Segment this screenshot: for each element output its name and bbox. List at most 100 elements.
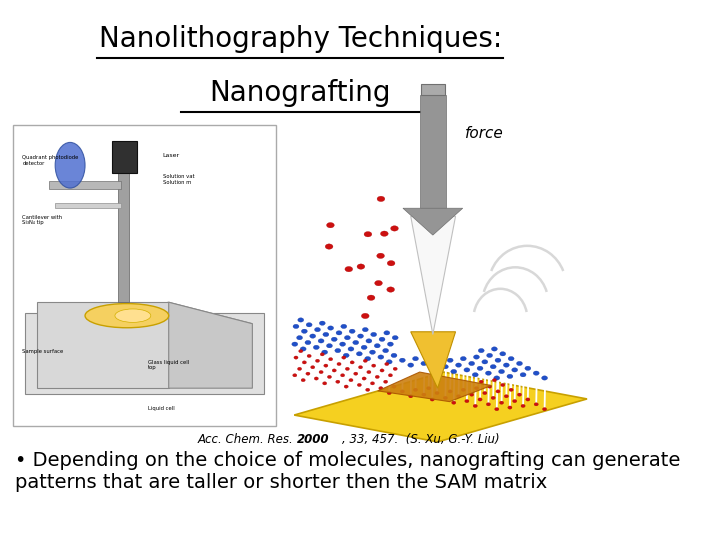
Text: Glass liquid cell
top: Glass liquid cell top [148,360,189,370]
Ellipse shape [472,373,478,377]
Ellipse shape [322,350,328,354]
Ellipse shape [293,374,297,377]
Ellipse shape [379,387,383,390]
Text: Nanolithography Techniques:: Nanolithography Techniques: [99,25,502,53]
Ellipse shape [464,368,470,372]
Ellipse shape [451,401,456,404]
Ellipse shape [482,360,488,364]
Polygon shape [37,302,168,388]
Ellipse shape [479,380,483,383]
Ellipse shape [331,337,337,341]
Polygon shape [37,302,253,345]
Ellipse shape [426,355,432,359]
Ellipse shape [302,361,307,364]
Ellipse shape [374,343,380,348]
Ellipse shape [534,403,539,406]
Ellipse shape [294,356,298,359]
Ellipse shape [302,329,307,333]
Ellipse shape [344,385,348,388]
Polygon shape [403,208,463,235]
Ellipse shape [337,362,341,366]
Ellipse shape [474,387,479,390]
Ellipse shape [323,382,327,385]
Ellipse shape [366,339,372,343]
Ellipse shape [335,348,341,353]
Ellipse shape [310,366,315,369]
Ellipse shape [507,374,513,379]
Ellipse shape [512,368,518,372]
Ellipse shape [327,222,334,228]
Ellipse shape [521,404,525,408]
Polygon shape [294,372,587,442]
Ellipse shape [469,393,474,396]
Ellipse shape [474,355,480,359]
Ellipse shape [328,375,331,379]
Ellipse shape [300,347,306,351]
Ellipse shape [359,366,363,369]
Ellipse shape [485,371,491,375]
Text: Nanografting: Nanografting [210,79,391,107]
Ellipse shape [306,322,312,327]
Ellipse shape [408,363,414,367]
Polygon shape [25,313,264,394]
Ellipse shape [456,395,461,398]
Ellipse shape [384,362,389,366]
Ellipse shape [494,376,500,380]
Ellipse shape [534,371,539,375]
Ellipse shape [491,347,498,351]
Ellipse shape [315,327,320,332]
Ellipse shape [434,360,440,364]
Ellipse shape [315,359,320,362]
Ellipse shape [400,390,405,393]
Text: Cantilever with
Si₃N₄ tip: Cantilever with Si₃N₄ tip [22,214,63,225]
Ellipse shape [444,396,447,400]
Ellipse shape [422,393,426,396]
Ellipse shape [429,366,435,370]
Ellipse shape [477,366,483,370]
Ellipse shape [367,295,375,300]
Ellipse shape [307,354,311,357]
Bar [112,141,137,173]
Ellipse shape [435,392,439,395]
Ellipse shape [387,260,395,266]
Ellipse shape [328,357,333,361]
Ellipse shape [500,383,505,387]
Ellipse shape [370,382,374,385]
Ellipse shape [377,253,384,259]
Ellipse shape [391,226,398,231]
Bar [55,204,121,208]
Ellipse shape [496,390,500,393]
Ellipse shape [299,349,303,353]
Ellipse shape [469,361,474,366]
Text: 2000: 2000 [297,433,330,446]
Ellipse shape [354,372,358,375]
Ellipse shape [460,356,467,361]
Ellipse shape [115,309,150,322]
Ellipse shape [387,342,393,346]
Ellipse shape [326,343,333,348]
Bar [49,181,121,190]
Ellipse shape [498,369,505,374]
Ellipse shape [393,367,397,370]
Ellipse shape [310,334,315,338]
Ellipse shape [332,369,336,372]
Ellipse shape [297,367,302,370]
Ellipse shape [541,376,548,380]
Ellipse shape [392,385,396,388]
Ellipse shape [462,388,465,392]
Ellipse shape [325,244,333,249]
Ellipse shape [357,383,361,387]
Ellipse shape [345,266,353,272]
Ellipse shape [297,335,302,340]
Ellipse shape [341,374,345,377]
Ellipse shape [473,404,477,408]
Ellipse shape [342,356,346,359]
Bar [420,96,446,208]
Ellipse shape [363,359,367,362]
Ellipse shape [323,332,329,336]
Ellipse shape [318,339,324,343]
Ellipse shape [292,342,298,346]
Ellipse shape [508,356,514,361]
Ellipse shape [465,400,469,403]
Ellipse shape [525,366,531,370]
